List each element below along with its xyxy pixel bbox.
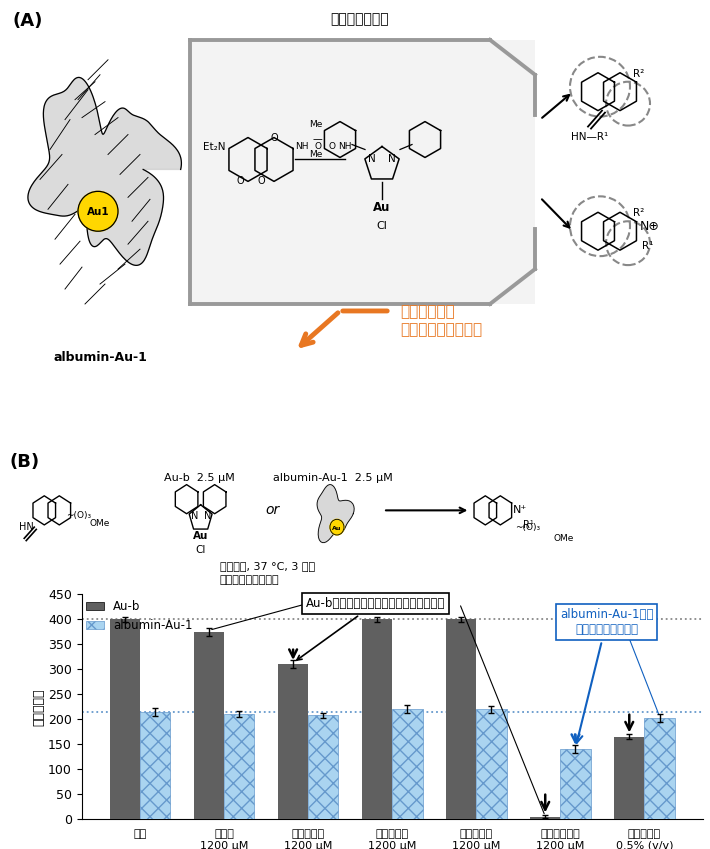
Text: Au: Au	[373, 201, 391, 214]
Text: O: O	[257, 177, 265, 187]
Text: (B): (B)	[9, 453, 39, 471]
Text: N⊕: N⊕	[640, 220, 660, 233]
Text: O: O	[329, 143, 336, 151]
Text: (A): (A)	[12, 12, 43, 30]
Y-axis label: 触媒回転数: 触媒回転数	[32, 688, 45, 726]
Text: Me: Me	[310, 150, 323, 159]
Text: 疏水性ポケット: 疏水性ポケット	[331, 12, 389, 26]
Bar	[140, 711, 170, 819]
Text: R¹: R¹	[643, 241, 654, 251]
Text: —: —	[312, 134, 322, 144]
Text: Au-b  2.5 μM: Au-b 2.5 μM	[164, 474, 235, 483]
Bar	[190, 40, 535, 304]
Text: Cl: Cl	[376, 222, 388, 231]
Circle shape	[330, 520, 344, 535]
Polygon shape	[28, 77, 181, 266]
Text: HN: HN	[19, 522, 34, 532]
Bar	[645, 717, 674, 819]
Bar	[224, 714, 254, 819]
Text: N: N	[191, 511, 198, 521]
Polygon shape	[317, 485, 354, 543]
Bar	[530, 817, 560, 819]
Text: N: N	[204, 511, 212, 521]
Text: Et₂N: Et₂N	[202, 142, 225, 151]
Text: ~(O)₃: ~(O)₃	[66, 511, 92, 520]
Text: N: N	[388, 155, 396, 165]
Bar	[308, 716, 339, 819]
Text: albumin-Au-1  2.5 μM: albumin-Au-1 2.5 μM	[273, 474, 393, 483]
Text: or: or	[266, 503, 280, 517]
Bar	[392, 709, 422, 819]
Text: HN—R¹: HN—R¹	[572, 132, 608, 142]
Text: Au: Au	[193, 531, 208, 541]
Text: Me: Me	[310, 120, 323, 129]
Bar	[194, 632, 224, 819]
Text: O: O	[315, 143, 322, 151]
Bar	[446, 619, 476, 819]
Bar	[560, 750, 591, 819]
Text: Au: Au	[332, 526, 342, 531]
Text: OMe: OMe	[554, 534, 574, 543]
Text: 生体内低分子存在下: 生体内低分子存在下	[219, 576, 279, 585]
Text: NH: NH	[338, 143, 351, 151]
Text: R²: R²	[633, 69, 644, 79]
Text: albumin-Au-1では
活性の低下が小さい: albumin-Au-1では 活性の低下が小さい	[560, 608, 653, 743]
Text: albumin-Au-1: albumin-Au-1	[53, 351, 147, 364]
Circle shape	[78, 191, 118, 231]
Legend: Au-b, albumin-Au-1: Au-b, albumin-Au-1	[82, 596, 197, 637]
Text: NH: NH	[295, 143, 309, 151]
Bar	[362, 619, 392, 819]
Bar	[278, 664, 308, 819]
Bar	[614, 737, 645, 819]
Text: 生体内低分子
（グルタチオン等）: 生体内低分子 （グルタチオン等）	[400, 304, 482, 338]
Text: OMe: OMe	[89, 520, 110, 528]
Text: N⁺: N⁺	[513, 505, 528, 515]
Text: 緩衝液中, 37 °C, 3 時間: 緩衝液中, 37 °C, 3 時間	[219, 560, 315, 571]
Text: Au-bを用いた条件では活性が大きく低下: Au-bを用いた条件では活性が大きく低下	[297, 597, 445, 660]
Text: O: O	[271, 132, 278, 143]
Text: Au1: Au1	[87, 207, 109, 217]
Bar	[110, 619, 140, 819]
Text: R²: R²	[633, 208, 644, 218]
Text: N: N	[368, 155, 376, 165]
Text: O: O	[236, 177, 244, 187]
Text: R¹: R¹	[523, 520, 534, 530]
Bar	[476, 709, 506, 819]
Text: ~(O)₃: ~(O)₃	[515, 523, 540, 531]
Text: Cl: Cl	[195, 544, 206, 554]
